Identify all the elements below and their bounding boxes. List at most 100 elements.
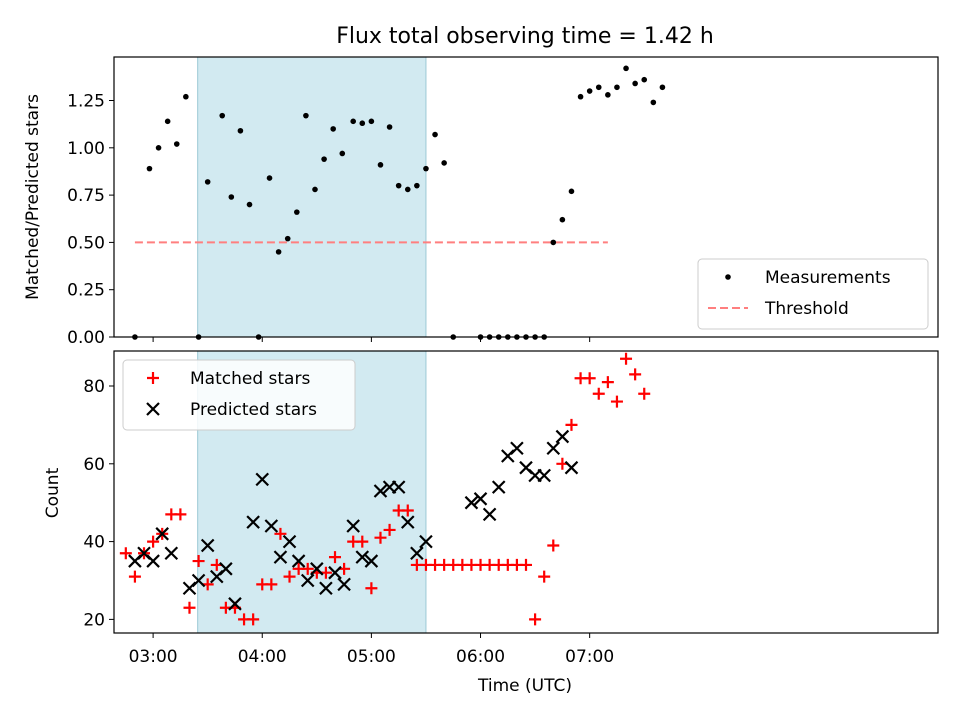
matched-star-point [638, 387, 651, 400]
predicted-star-point [546, 441, 561, 456]
axes-frame [113, 56, 939, 338]
predicted-star-point [164, 546, 179, 561]
measurement-point [246, 201, 253, 208]
measurement-point [595, 84, 602, 91]
legend: Matched stars Predicted stars [122, 359, 356, 431]
measurement-point [183, 93, 189, 100]
measurement-point [350, 118, 356, 125]
legend: Measurements Threshold [697, 258, 929, 330]
predicted-star-point [328, 565, 342, 580]
matched-star-point [610, 395, 623, 408]
y-tick-label: 0.00 [67, 328, 105, 348]
matched-star-point [583, 372, 596, 385]
measurement-point [377, 162, 384, 168]
matched-star-point [601, 376, 614, 389]
predicted-star-point [155, 527, 169, 541]
legend-measurement-marker [725, 274, 731, 280]
predicted-star-point [346, 519, 360, 533]
matched-star-point [592, 387, 605, 400]
matched-star-point [565, 418, 578, 431]
y-tick-label: 0.25 [67, 281, 105, 301]
axes-frame [113, 350, 939, 634]
y-tick-label: 1.00 [67, 139, 105, 159]
x-tick-label: 06:00 [456, 647, 505, 667]
predicted-star-point [228, 597, 242, 611]
predicted-star-point [391, 480, 406, 494]
matched-star-point [265, 578, 278, 591]
x-tick-label: 05:00 [347, 647, 396, 667]
x-tick-label: 03:00 [129, 647, 178, 667]
predicted-star-point [319, 581, 333, 596]
legend-label: Measurements [765, 268, 891, 288]
predicted-star-point [491, 480, 506, 494]
predicted-star-point [282, 534, 297, 549]
measurement-point [303, 112, 309, 119]
predicted-star-point [482, 507, 497, 522]
predicted-star-point [555, 429, 570, 444]
measurement-point [605, 92, 611, 98]
series-predicted-stars [128, 429, 579, 611]
predicted-star-point [473, 492, 488, 506]
measurement-point [423, 165, 429, 172]
predicted-star-point [200, 538, 215, 553]
matched-star-point [529, 613, 542, 626]
measurement-point [321, 156, 327, 162]
matched-star-point [629, 368, 642, 381]
matched-star-point [119, 547, 132, 560]
measurement-point [550, 239, 557, 246]
bottom-y-axis-label: Count [43, 467, 63, 518]
measurement-point [404, 186, 411, 193]
measurement-point [586, 88, 593, 94]
matched-star-point [274, 527, 287, 540]
predicted-star-point [337, 577, 351, 592]
matched-star-point [620, 352, 633, 365]
matched-star-point [147, 535, 160, 548]
predicted-star-point [146, 554, 160, 568]
matched-star-point [283, 570, 296, 583]
predicted-star-point [300, 573, 315, 588]
matched-star-point [383, 523, 396, 536]
legend-predicted-marker [146, 402, 160, 416]
measurement-point [559, 216, 566, 223]
y-tick-label: 0.50 [67, 233, 105, 253]
matched-star-point [301, 562, 314, 575]
matched-star-point [547, 539, 560, 552]
bottom-panel: 20 40 60 80 03:00 04:00 05:00 06:00 07:00 Matched… [83, 350, 939, 667]
legend-label: Predicted stars [190, 400, 317, 420]
predicted-star-point [310, 562, 324, 576]
measurement-point [237, 127, 244, 134]
predicted-star-point [219, 562, 233, 576]
measurement-point [632, 80, 638, 87]
matched-star-point [356, 535, 369, 548]
matched-star-point [192, 555, 205, 568]
matched-star-point [247, 613, 260, 626]
x-tick-label: 07:00 [565, 647, 614, 667]
measurement-point [441, 160, 447, 166]
predicted-star-point [510, 441, 524, 456]
measurement-point [294, 209, 300, 215]
chart-title: Flux total observing time = 1.42 h [336, 24, 714, 49]
top-y-axis-label: Matched/Predicted stars [23, 94, 43, 300]
measurement-point [368, 118, 375, 125]
predicted-star-point [419, 534, 433, 549]
predicted-star-point [191, 573, 206, 588]
top-panel: 0.00 0.25 0.50 0.75 1.00 1.25 Measurements Thre… [67, 56, 939, 348]
measurement-point [146, 165, 153, 172]
measurement-point [173, 141, 180, 147]
x-axis-label: Time (UTC) [477, 676, 572, 696]
shaded-span [197, 56, 427, 338]
predicted-star-point [564, 460, 579, 475]
measurement-point [432, 131, 438, 138]
predicted-star-point [373, 484, 388, 498]
measurement-point [339, 150, 346, 157]
measurement-point [284, 235, 291, 242]
measurement-point [623, 65, 629, 72]
legend-label: Matched stars [190, 369, 310, 389]
measurement-point [266, 175, 273, 181]
measurement-point [359, 120, 366, 127]
y-tick-label: 80 [83, 377, 105, 397]
y-tick-label: 1.25 [67, 92, 105, 112]
matched-star-point [401, 504, 414, 517]
matched-star-point [374, 531, 387, 544]
